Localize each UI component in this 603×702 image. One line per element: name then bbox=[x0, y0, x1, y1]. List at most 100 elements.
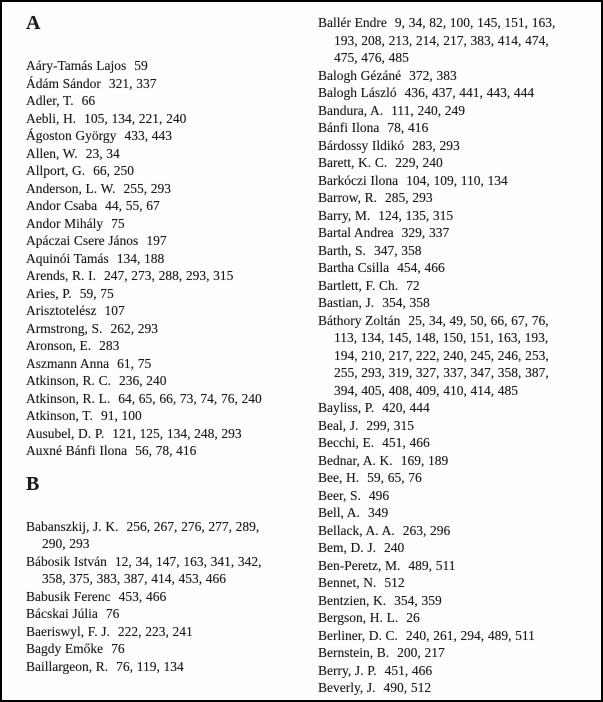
entry-page-numbers: 56, 78, 416 bbox=[135, 443, 197, 458]
entry-page-numbers: 433, 443 bbox=[124, 128, 172, 143]
entry-page-numbers: 107 bbox=[104, 303, 125, 318]
index-entry: Bastian, J. 354, 358 bbox=[318, 294, 574, 312]
entry-page-numbers: 23, 34 bbox=[85, 145, 120, 161]
entry-page-numbers: 299, 315 bbox=[366, 417, 414, 433]
entry-page-numbers: 247, 273, 288, 293, 315 bbox=[103, 268, 234, 283]
entry-name: Berliner, D. C. bbox=[318, 627, 398, 643]
index-entry: Báthory Zoltán 25, 34, 49, 50, 66, 67, 76… bbox=[318, 312, 574, 400]
index-entry: Bentzien, K. 354, 359 bbox=[318, 592, 574, 610]
index-entry: Bartlett, F. Ch. 72 bbox=[318, 277, 574, 295]
entry-page-numbers: 134, 188 bbox=[116, 250, 165, 266]
entry-page-numbers: 59 bbox=[134, 58, 148, 73]
index-entry: Bárdossy Ildikó 283, 293 bbox=[318, 137, 574, 155]
entry-name: Balogh László bbox=[318, 85, 397, 100]
entry-name: Ausubel, D. P. bbox=[26, 425, 105, 441]
entry-page-numbers: 61, 75 bbox=[117, 355, 152, 371]
index-entry: Andor Csaba 44, 55, 67 bbox=[26, 197, 262, 215]
entry-page-numbers: 197 bbox=[146, 233, 167, 248]
entry-page-numbers: 262, 293 bbox=[110, 320, 158, 336]
index-entry: Bergson, H. L. 26 bbox=[318, 609, 574, 627]
index-entry: Bácskai Júlia 76 bbox=[26, 605, 262, 623]
index-entry: Bem, D. J. 240 bbox=[318, 539, 574, 557]
entry-name: Allen, W. bbox=[26, 145, 78, 161]
entry-name: Aebli, H. bbox=[26, 110, 77, 126]
entry-page-numbers: 329, 337 bbox=[401, 225, 450, 240]
index-entry: Bandura, A. 111, 240, 249 bbox=[318, 102, 574, 120]
entry-page-numbers: 169, 189 bbox=[400, 452, 449, 468]
entry-name: Barkóczi Ilona bbox=[318, 172, 399, 188]
entry-name: Adler, T. bbox=[26, 93, 74, 108]
index-entry: Bayliss, P. 420, 444 bbox=[318, 399, 574, 417]
entry-page-numbers: 354, 358 bbox=[382, 295, 430, 310]
index-entry: Aronson, E. 283 bbox=[26, 337, 262, 355]
index-entry: Berliner, D. C. 240, 261, 294, 489, 511 bbox=[318, 627, 574, 645]
index-entry: Baeriswyl, F. J. 222, 223, 241 bbox=[26, 623, 262, 641]
entry-name: Ágoston György bbox=[26, 128, 117, 143]
entry-name: Barry, M. bbox=[318, 207, 371, 223]
entry-page-numbers: 263, 296 bbox=[402, 522, 451, 538]
index-entry: Armstrong, S. 262, 293 bbox=[26, 320, 262, 338]
entry-page-numbers: 44, 55, 67 bbox=[105, 198, 160, 213]
entry-page-numbers: 78, 416 bbox=[387, 120, 429, 135]
entry-name: Arends, R. I. bbox=[26, 268, 96, 283]
entry-page-numbers: 285, 293 bbox=[385, 190, 433, 205]
index-entry: Aebli, H. 105, 134, 221, 240 bbox=[26, 110, 262, 128]
index-entry: Andor Mihály 75 bbox=[26, 215, 262, 233]
entry-page-numbers: 453, 466 bbox=[118, 588, 167, 604]
entry-name: Berry, J. P. bbox=[318, 662, 377, 678]
index-entry: Atkinson, R. L. 64, 65, 66, 73, 74, 76, 2… bbox=[26, 390, 262, 408]
index-entry: Bellack, A. A. 263, 296 bbox=[318, 522, 574, 540]
entry-page-numbers: 283, 293 bbox=[412, 137, 460, 153]
entry-name: Becchi, E. bbox=[318, 435, 375, 450]
index-entry: Bagdy Emőke 76 bbox=[26, 640, 262, 658]
entry-name: Bellack, A. A. bbox=[318, 522, 395, 538]
index-entry: Bennet, N. 512 bbox=[318, 574, 574, 592]
entry-page-numbers: 26 bbox=[406, 610, 420, 625]
index-entry: Bánfi Ilona 78, 416 bbox=[318, 119, 574, 137]
entry-name: Arisztotelész bbox=[26, 303, 97, 318]
entry-page-numbers: 222, 223, 241 bbox=[117, 623, 193, 639]
entry-name: Balogh Gézáné bbox=[318, 67, 402, 83]
entry-name: Auxné Bánfi Ilona bbox=[26, 443, 128, 458]
entry-page-numbers: 454, 466 bbox=[397, 260, 445, 275]
entry-name: Báthory Zoltán bbox=[318, 312, 401, 328]
entry-page-numbers: 66, 250 bbox=[93, 163, 134, 178]
index-entry: Barry, M. 124, 135, 315 bbox=[318, 207, 574, 225]
index-entry: Babusik Ferenc 453, 466 bbox=[26, 588, 262, 606]
index-entry: Beverly, J. 490, 512 bbox=[318, 679, 574, 697]
entry-name: Bednar, A. K. bbox=[318, 452, 393, 468]
entry-page-numbers: 64, 65, 66, 73, 74, 76, 240 bbox=[118, 390, 262, 406]
index-entry: Bartal Andrea 329, 337 bbox=[318, 224, 574, 242]
entry-page-numbers: 12, 34, 147, 163, 341, 342, 358, 375, 38… bbox=[42, 553, 262, 587]
index-entry: Aáry-Tamás Lajos 59 bbox=[26, 57, 262, 75]
index-entry: Bell, A. 349 bbox=[318, 504, 574, 522]
entry-name: Bem, D. J. bbox=[318, 540, 376, 555]
index-entry: Barth, S. 347, 358 bbox=[318, 242, 574, 260]
index-entry: Barkóczi Ilona 104, 109, 110, 134 bbox=[318, 172, 574, 190]
entry-name: Ben-Peretz, M. bbox=[318, 557, 401, 573]
entry-page-numbers: 255, 293 bbox=[123, 180, 172, 196]
entry-page-numbers: 111, 240, 249 bbox=[391, 102, 466, 118]
entry-page-numbers: 124, 135, 315 bbox=[378, 207, 454, 223]
entry-list: Aáry-Tamás Lajos 59 Ádám Sándor 321, 337 Adl… bbox=[26, 57, 262, 460]
entry-name: Babanszkij, J. K. bbox=[26, 518, 119, 534]
entry-name: Bell, A. bbox=[318, 505, 360, 520]
entry-name: Baillargeon, R. bbox=[26, 658, 109, 674]
index-entry: Ben-Peretz, M. 489, 511 bbox=[318, 557, 574, 575]
entry-name: Aronson, E. bbox=[26, 338, 92, 353]
entry-page-numbers: 240, 261, 294, 489, 511 bbox=[405, 627, 535, 643]
section-header-b: B bbox=[26, 472, 40, 495]
index-entry: Arisztotelész 107 bbox=[26, 302, 262, 320]
entry-page-numbers: 104, 109, 110, 134 bbox=[406, 172, 508, 188]
entry-page-numbers: 76 bbox=[111, 641, 125, 656]
index-entry: Babanszkij, J. K. 256, 267, 276, 277, 289… bbox=[26, 518, 262, 553]
entry-name: Bergson, H. L. bbox=[318, 610, 399, 625]
entry-page-numbers: 121, 125, 134, 248, 293 bbox=[112, 425, 242, 441]
entry-name: Aries, P. bbox=[26, 285, 72, 301]
index-column-left: A Aáry-Tamás Lajos 59 Ádám Sándor 321, 337 Ad… bbox=[26, 11, 262, 675]
index-entry: Balogh Gézáné 372, 383 bbox=[318, 67, 574, 85]
entry-name: Armstrong, S. bbox=[26, 320, 103, 336]
entry-page-numbers: 451, 466 bbox=[382, 435, 430, 450]
entry-name: Bárdossy Ildikó bbox=[318, 137, 405, 153]
